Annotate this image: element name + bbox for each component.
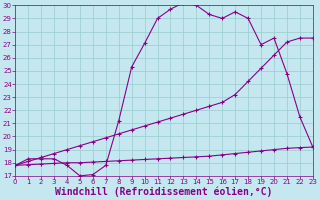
X-axis label: Windchill (Refroidissement éolien,°C): Windchill (Refroidissement éolien,°C) bbox=[55, 187, 273, 197]
